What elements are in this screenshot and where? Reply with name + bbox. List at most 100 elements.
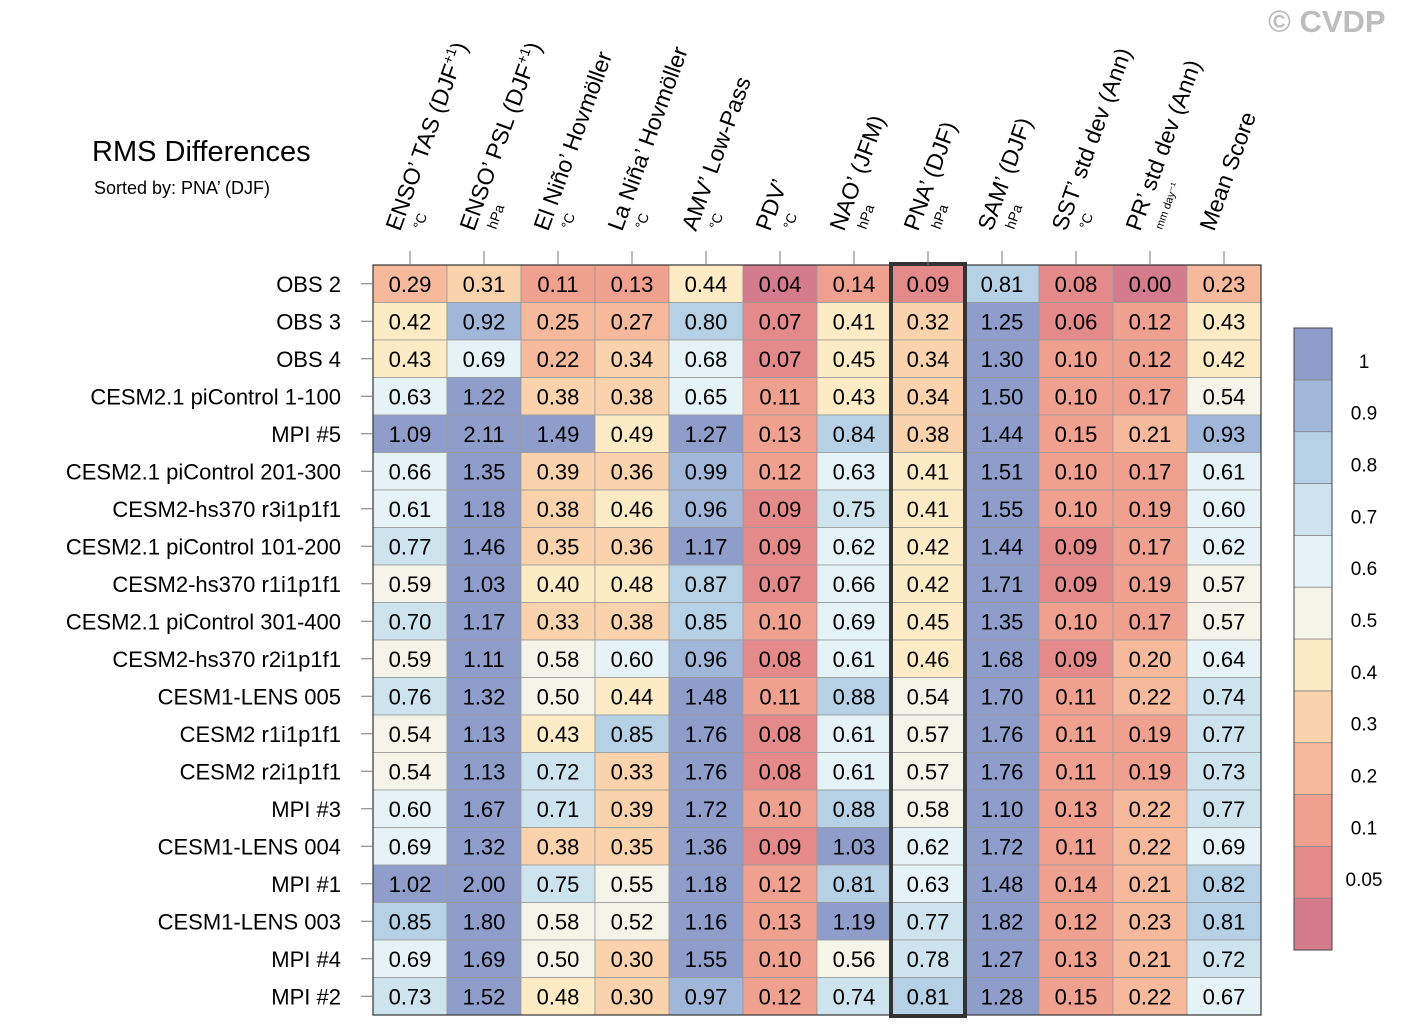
cell-value: 0.52 [611, 909, 654, 934]
cell-value: 0.88 [833, 797, 876, 822]
cell-value: 0.43 [833, 384, 876, 409]
cell-value: 0.41 [907, 497, 950, 522]
cell-value: 0.63 [907, 872, 950, 897]
colorbar: 0.05 0.1 0.2 0.3 0.4 0.5 0.6 0.7 0.8 0.9 1 [1293, 327, 1382, 951]
heatmap-cell [446, 864, 522, 903]
cell-value: 0.74 [833, 984, 876, 1009]
cell-value: 0.31 [463, 272, 506, 297]
cell-value: 0.10 [1055, 497, 1098, 522]
cell-value: 0.48 [611, 572, 654, 597]
row-label-mpi-5: MPI #5 [271, 422, 341, 447]
heatmap-cell [890, 452, 966, 491]
heatmap-cell [594, 977, 670, 1016]
heatmap-cell [964, 902, 1040, 941]
cell-value: 0.40 [537, 572, 580, 597]
heatmap-cell [372, 414, 448, 453]
column-header-sam-djf: SAM’ (DJF)hPa [972, 114, 1037, 234]
cell-value: 0.09 [759, 534, 802, 559]
cell-value: 0.13 [759, 422, 802, 447]
cell-value: 0.44 [611, 684, 654, 709]
cell-value: 0.09 [759, 834, 802, 859]
heatmap-cell [594, 564, 670, 603]
cell-value: 0.73 [1203, 759, 1246, 784]
cell-value: 0.54 [389, 722, 432, 747]
colorbar-tick-label: 0.5 [1351, 611, 1377, 632]
cell-value: 1.11 [463, 647, 504, 672]
cell-value: 0.15 [1055, 984, 1098, 1009]
heatmap-cell [372, 789, 448, 828]
cell-value: 1.50 [981, 384, 1024, 409]
cell-value: 0.66 [833, 572, 876, 597]
heatmap-cell [1186, 339, 1262, 378]
colorbar-box [1293, 431, 1333, 484]
cell-value: 0.67 [1203, 984, 1246, 1009]
row-label-cesm2-hs370-r1i1p1f1: CESM2-hs370 r1i1p1f1 [112, 572, 341, 597]
cell-value: 0.09 [907, 272, 950, 297]
cell-value: 0.38 [537, 834, 580, 859]
cell-value: 0.85 [389, 909, 432, 934]
colorbar-box [1293, 638, 1333, 692]
row-label-cesm2-r1i1p1f1: CESM2 r1i1p1f1 [180, 722, 341, 747]
cell-value: 0.33 [611, 759, 654, 784]
heatmap-cell [890, 939, 966, 978]
cell-value: 0.21 [1129, 422, 1172, 447]
heatmap-cell [1186, 564, 1262, 603]
heatmap-cell [1112, 564, 1188, 603]
cell-value: 0.09 [759, 497, 802, 522]
cell-value: 0.57 [907, 722, 950, 747]
colorbar-tick-label: 0.9 [1351, 404, 1377, 425]
chart-subtitle: Sorted by: PNA’ (DJF) [94, 178, 271, 198]
cell-value: 1.03 [463, 572, 506, 597]
cell-value: 1.72 [981, 834, 1024, 859]
row-label-cesm1-lens-003: CESM1-LENS 003 [158, 909, 341, 934]
cell-value: 0.10 [759, 797, 802, 822]
cell-value: 0.63 [389, 384, 432, 409]
cell-value: 0.42 [1203, 347, 1246, 372]
cell-value: 0.77 [389, 534, 432, 559]
heatmap-cell [1038, 789, 1114, 828]
row-label-cesm2-r2i1p1f1: CESM2 r2i1p1f1 [180, 759, 341, 784]
cell-value: 0.81 [981, 272, 1024, 297]
heatmap-cell [964, 302, 1040, 341]
column-header-la-ni-a-hovm-ller: La Niña’ Hovmöller°C [602, 43, 693, 234]
heatmap-cell [742, 827, 818, 866]
heatmap-cell [1038, 902, 1114, 941]
heatmap-cell [964, 864, 1040, 903]
heatmap-cell [1112, 602, 1188, 641]
cell-value: 1.30 [981, 347, 1024, 372]
heatmap-cell [668, 489, 744, 528]
heatmap-cell [372, 677, 448, 716]
heatmap-cell [816, 902, 892, 941]
cell-value: 0.58 [537, 909, 580, 934]
heatmap-cell [594, 827, 670, 866]
heatmap-cell [1038, 489, 1114, 528]
heatmap-cell [1112, 714, 1188, 753]
heatmap-cell [1038, 414, 1114, 453]
cell-value: 1.76 [981, 722, 1024, 747]
cell-value: 0.07 [759, 347, 802, 372]
cell-value: 0.08 [759, 647, 802, 672]
heatmap-cell [1186, 977, 1262, 1016]
cell-value: 0.81 [1203, 909, 1246, 934]
heatmap-cell [1112, 977, 1188, 1016]
cell-value: 0.54 [1203, 384, 1246, 409]
heatmap-cell [1112, 789, 1188, 828]
cell-value: 1.82 [981, 909, 1024, 934]
cell-value: 2.11 [463, 422, 504, 447]
cell-value: 0.10 [1055, 609, 1098, 634]
heatmap-cell [372, 302, 448, 341]
heatmap-cell [1186, 264, 1262, 303]
cell-value: 1.17 [463, 609, 506, 634]
cell-value: 0.96 [685, 647, 728, 672]
cell-value: 0.69 [463, 347, 506, 372]
cell-value: 0.46 [611, 497, 654, 522]
cell-value: 0.19 [1129, 572, 1172, 597]
cvdp-watermark: © CVDP [1268, 4, 1386, 39]
heatmap-cell [446, 264, 522, 303]
heatmap-cell [742, 339, 818, 378]
cell-value: 0.77 [1203, 722, 1246, 747]
colorbar-box [1293, 379, 1333, 433]
cell-value: 1.16 [685, 909, 728, 934]
heatmap-cell [372, 339, 448, 378]
heatmap-cell [964, 977, 1040, 1016]
